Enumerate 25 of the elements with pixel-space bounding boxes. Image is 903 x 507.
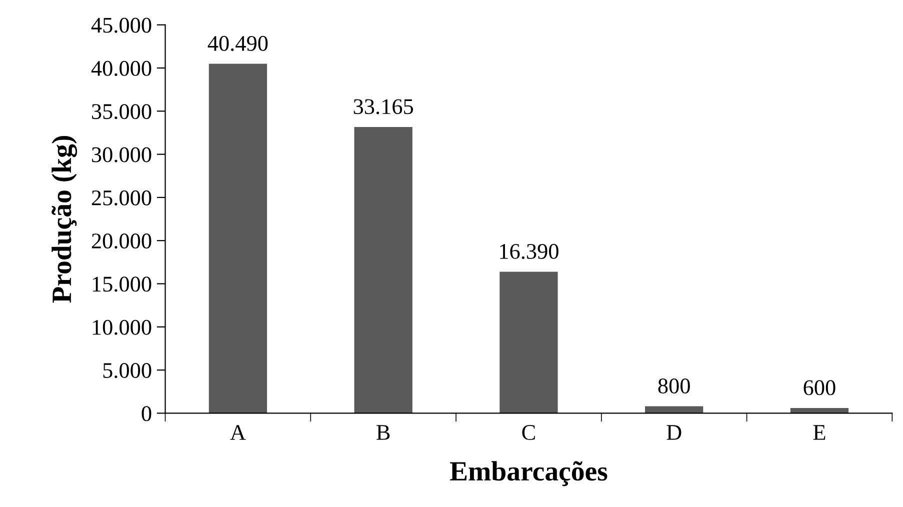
y-tick-label: 15.000 [92, 276, 152, 292]
x-axis-title: Embarcações [450, 461, 608, 486]
y-tick-label: 30.000 [92, 147, 152, 162]
y-tick-label: 20.000 [92, 234, 152, 249]
data-label: 600 [804, 380, 836, 396]
y-tick-label: 5.000 [103, 362, 152, 378]
bar [208, 64, 268, 414]
x-tick-label: E [813, 425, 826, 440]
data-label: 800 [658, 378, 690, 394]
y-axis-title: Produção (kg) [52, 136, 78, 303]
x-tick-label: D [666, 425, 682, 440]
y-tick-label: 10.000 [92, 320, 152, 335]
x-tick-label: C [522, 425, 535, 440]
data-label: 40.490 [208, 36, 268, 52]
y-tick-label: 25.000 [92, 190, 152, 206]
bar [354, 126, 412, 414]
data-label: 16.390 [500, 244, 558, 260]
y-tick-label: 40.000 [91, 60, 152, 76]
x-tick-label: A [230, 425, 246, 440]
bar [500, 272, 558, 414]
y-tick-label: 0 [142, 406, 152, 422]
x-tick-label: B [376, 425, 390, 440]
data-label: 33.165 [354, 99, 414, 114]
y-tick-label: 45.000 [91, 18, 152, 33]
y-tick-label: 35.000 [92, 104, 152, 120]
